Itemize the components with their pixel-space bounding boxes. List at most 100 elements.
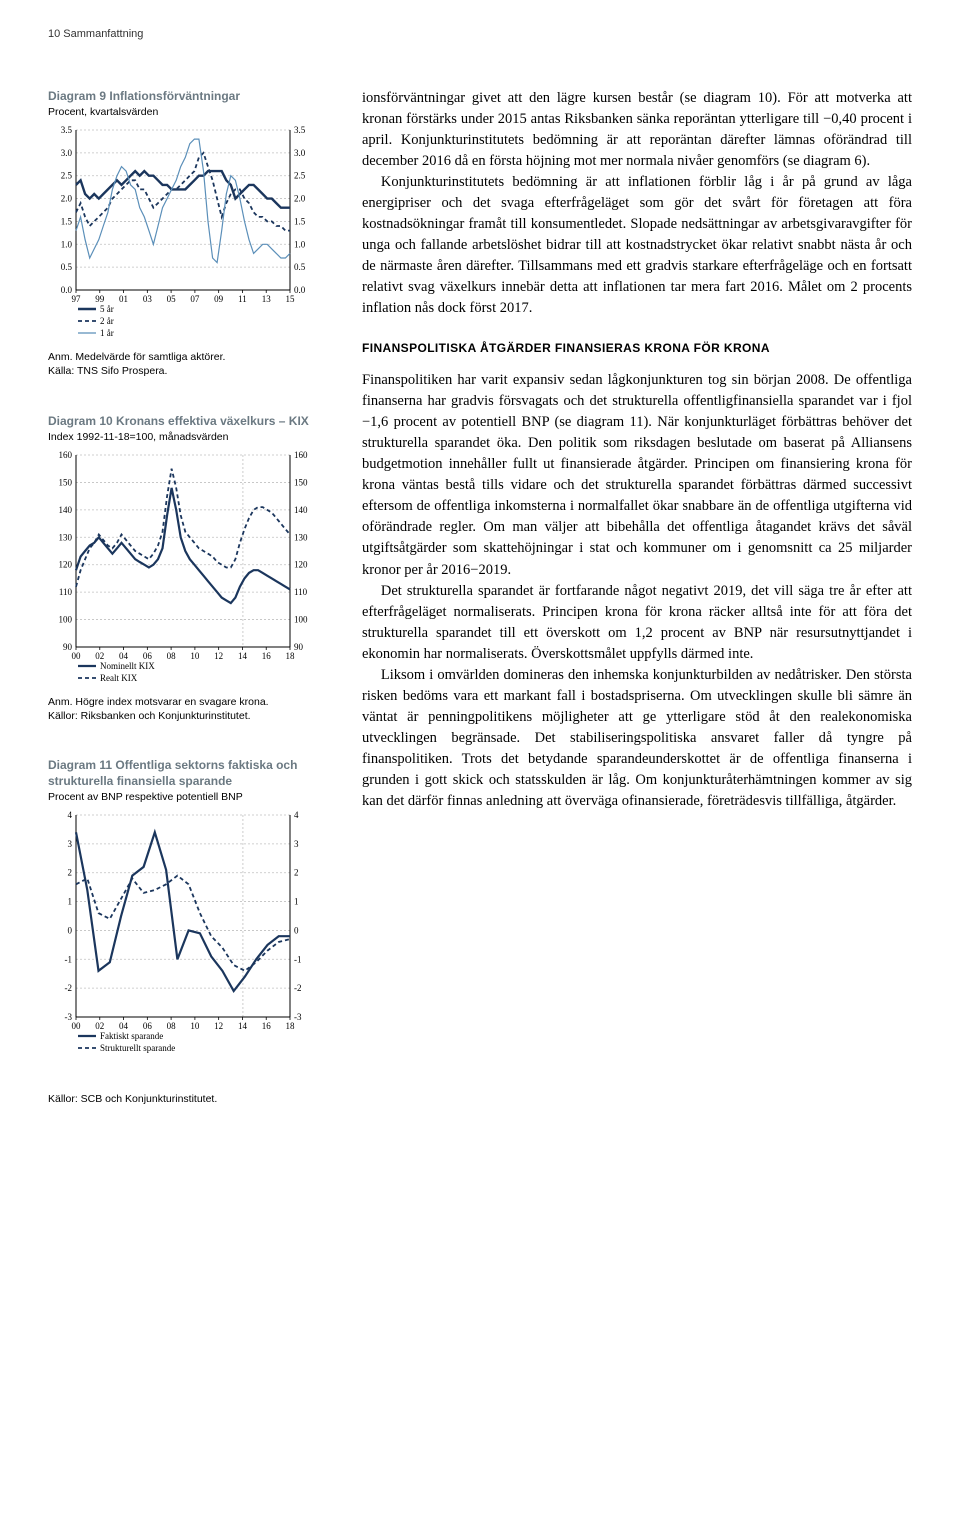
svg-text:-1: -1 [294,955,302,965]
svg-text:130: 130 [294,532,308,542]
section-heading: FINANSPOLITISKA ÅTGÄRDER FINANSIERAS KRO… [362,339,912,358]
svg-text:1.0: 1.0 [294,239,306,249]
svg-text:120: 120 [59,559,73,569]
svg-text:2.0: 2.0 [61,194,73,204]
svg-text:10: 10 [190,1021,200,1031]
body-p3: Finanspolitiken har varit expansiv sedan… [362,370,912,580]
svg-text:14: 14 [238,651,248,661]
footer-source: Källor: SCB och Konjunkturinstitutet. [48,1093,338,1105]
left-column: Diagram 9 Inflationsförväntningar Procen… [48,88,338,1105]
svg-text:0: 0 [68,926,73,936]
svg-text:1: 1 [68,897,73,907]
body-p4: Det strukturella sparandet är fortfarand… [362,581,912,665]
svg-text:150: 150 [294,477,308,487]
diagram-9-subtitle: Procent, kvartalsvärden [48,106,338,118]
svg-text:97: 97 [72,294,82,304]
svg-text:0.5: 0.5 [61,262,73,272]
diagram-10-subtitle: Index 1992-11-18=100, månadsvärden [48,431,338,443]
svg-text:90: 90 [294,642,304,652]
svg-text:100: 100 [59,614,73,624]
svg-text:-3: -3 [294,1012,302,1022]
svg-text:06: 06 [143,651,153,661]
svg-text:1: 1 [294,897,299,907]
right-column: ionsförväntningar givet att den lägre ku… [362,88,912,1105]
svg-text:3.5: 3.5 [294,125,306,135]
diagram-11-title: Diagram 11 Offentliga sektorns faktiska … [48,757,338,789]
page-header: 10 Sammanfattning [48,28,912,40]
svg-text:3.0: 3.0 [294,148,306,158]
svg-text:Faktiskt sparande: Faktiskt sparande [100,1031,163,1041]
svg-text:2.5: 2.5 [61,171,73,181]
svg-text:110: 110 [59,587,73,597]
svg-text:14: 14 [238,1021,248,1031]
svg-text:00: 00 [72,1021,82,1031]
svg-text:1.5: 1.5 [294,217,306,227]
svg-text:140: 140 [294,505,308,515]
svg-text:160: 160 [59,450,73,460]
svg-text:4: 4 [294,810,299,820]
svg-text:10: 10 [190,651,200,661]
svg-text:11: 11 [238,294,247,304]
svg-text:Strukturellt sparande: Strukturellt sparande [100,1043,175,1053]
svg-text:130: 130 [59,532,73,542]
svg-text:120: 120 [294,559,308,569]
svg-text:1.0: 1.0 [61,239,73,249]
svg-text:12: 12 [214,1021,223,1031]
svg-text:02: 02 [95,1021,104,1031]
svg-text:00: 00 [72,651,82,661]
svg-text:1 år: 1 år [100,328,114,338]
diagram-10-note: Anm. Högre index motsvarar en svagare kr… [48,695,338,723]
svg-text:0: 0 [294,926,299,936]
svg-text:09: 09 [214,294,224,304]
svg-text:01: 01 [119,294,128,304]
diagram-11-chart: -3-3-2-2-1-10011223344000204060810121416… [48,809,318,1059]
svg-text:18: 18 [286,1021,296,1031]
svg-text:2: 2 [294,868,299,878]
svg-text:08: 08 [167,651,177,661]
svg-text:15: 15 [286,294,296,304]
svg-text:07: 07 [190,294,200,304]
svg-text:3: 3 [68,839,73,849]
svg-text:2.5: 2.5 [294,171,306,181]
svg-text:13: 13 [262,294,272,304]
svg-text:18: 18 [286,651,296,661]
diagram-10-chart: 9090100100110110120120130130140140150150… [48,449,318,689]
svg-text:99: 99 [95,294,105,304]
diagram-10: Diagram 10 Kronans effektiva växelkurs –… [48,413,338,724]
svg-text:3.0: 3.0 [61,148,73,158]
svg-text:1.5: 1.5 [61,217,73,227]
svg-text:08: 08 [167,1021,177,1031]
body-p2: Konjunkturinstitutets bedömning är att i… [362,172,912,319]
diagram-9: Diagram 9 Inflationsförväntningar Procen… [48,88,338,379]
svg-text:-2: -2 [294,984,302,994]
diagram-9-title: Diagram 9 Inflationsförväntningar [48,88,338,104]
page: 10 Sammanfattning Diagram 9 Inflationsfö… [0,0,960,1145]
svg-text:04: 04 [119,651,129,661]
diagram-11: Diagram 11 Offentliga sektorns faktiska … [48,757,338,1059]
svg-text:3: 3 [294,839,299,849]
svg-text:Nominellt KIX: Nominellt KIX [100,661,155,671]
svg-text:-2: -2 [65,984,73,994]
svg-text:16: 16 [262,651,272,661]
svg-text:0.5: 0.5 [294,262,306,272]
svg-text:Realt KIX: Realt KIX [100,673,138,683]
svg-text:140: 140 [59,505,73,515]
body-p5: Liksom i omvärlden domineras den inhemsk… [362,665,912,812]
svg-text:03: 03 [143,294,153,304]
svg-text:02: 02 [95,651,104,661]
svg-text:3.5: 3.5 [61,125,73,135]
svg-text:100: 100 [294,614,308,624]
svg-text:110: 110 [294,587,308,597]
svg-text:160: 160 [294,450,308,460]
svg-text:150: 150 [59,477,73,487]
diagram-9-chart: 0.00.00.50.51.01.01.51.52.02.02.52.53.03… [48,124,318,344]
svg-text:12: 12 [214,651,223,661]
svg-text:-1: -1 [65,955,73,965]
svg-text:0.0: 0.0 [294,285,306,295]
diagram-10-title: Diagram 10 Kronans effektiva växelkurs –… [48,413,338,429]
diagram-11-subtitle: Procent av BNP respektive potentiell BNP [48,791,338,803]
content: Diagram 9 Inflationsförväntningar Procen… [48,88,912,1105]
svg-text:05: 05 [167,294,177,304]
svg-text:2 år: 2 år [100,316,114,326]
svg-text:5 år: 5 år [100,304,114,314]
